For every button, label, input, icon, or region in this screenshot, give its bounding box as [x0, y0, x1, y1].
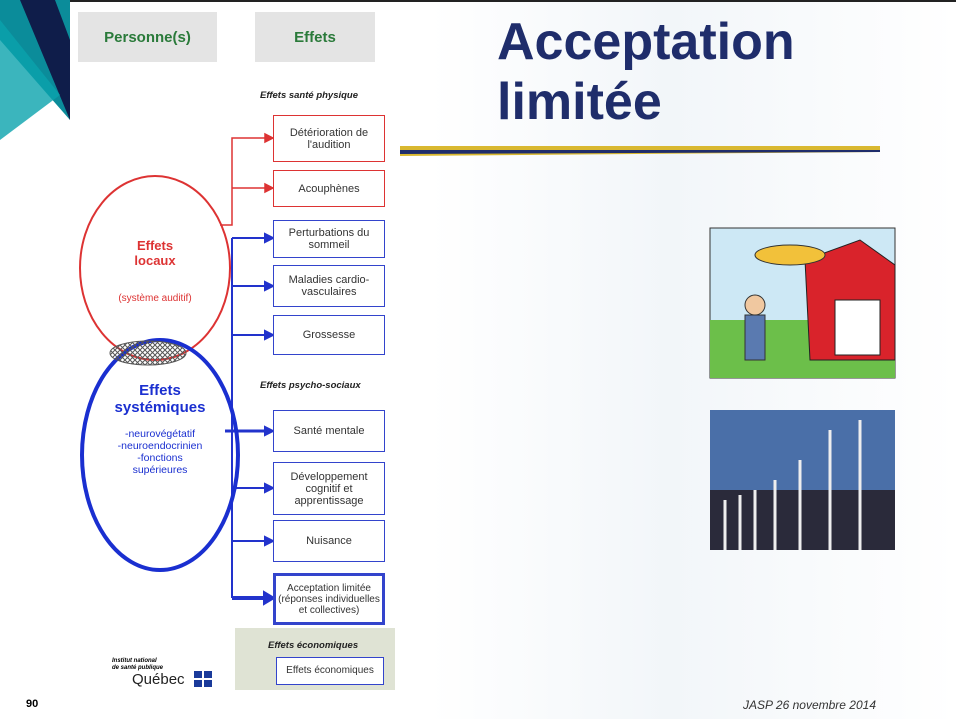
page-number: 90 — [26, 698, 38, 710]
effect-box: Santé mentale — [273, 410, 385, 452]
title-line: limitée — [497, 72, 795, 132]
local-subtitle: (système auditif) — [80, 293, 230, 304]
logo-name: Québec — [132, 671, 185, 688]
effect-box: Détérioration de l'audition — [273, 115, 385, 162]
effect-box: Effets économiques — [276, 657, 384, 685]
effect-box: Acouphènes — [273, 170, 385, 207]
title-line: Acceptation — [497, 12, 795, 72]
text: Effets — [85, 382, 235, 399]
text: -neurovégétatif — [85, 428, 235, 440]
header: Effets — [255, 12, 375, 62]
effect-box: Nuisance — [273, 520, 385, 562]
effect-box: Développement cognitif et apprentissage — [273, 462, 385, 515]
decor — [0, 0, 956, 719]
systemic-title: Effets systémiques — [85, 382, 235, 416]
effect-box: Acceptation limitée (réponses individuel… — [273, 573, 385, 625]
logo-institute: Institut national de santé publique — [112, 658, 163, 672]
section-label: Effets économiques — [268, 640, 358, 651]
footer-text: JASP 26 novembre 2014 — [743, 698, 876, 712]
text: Institut national — [112, 658, 163, 665]
systemic-items: -neurovégétatif -neuroendocrinien -fonct… — [85, 428, 235, 476]
effect-box: Grossesse — [273, 315, 385, 355]
header: Personne(s) — [78, 12, 217, 62]
text: systémiques — [85, 399, 235, 416]
slide: Acceptation limitée Personne(s) Effets E… — [0, 0, 956, 719]
local-title: Effets locaux — [80, 238, 230, 268]
effect-box: Maladies cardio-vasculaires — [273, 265, 385, 307]
section-label: Effets psycho-sociaux — [260, 380, 361, 391]
section-label: Effets santé physique — [260, 90, 358, 101]
text: -neuroendocrinien — [85, 440, 235, 452]
title: Acceptation limitée — [497, 12, 795, 132]
text: -fonctions — [85, 452, 235, 464]
text: locaux — [80, 253, 230, 268]
effect-box: Perturbations du sommeil — [273, 220, 385, 258]
text: Effets — [80, 238, 230, 253]
text: supérieures — [85, 464, 235, 476]
